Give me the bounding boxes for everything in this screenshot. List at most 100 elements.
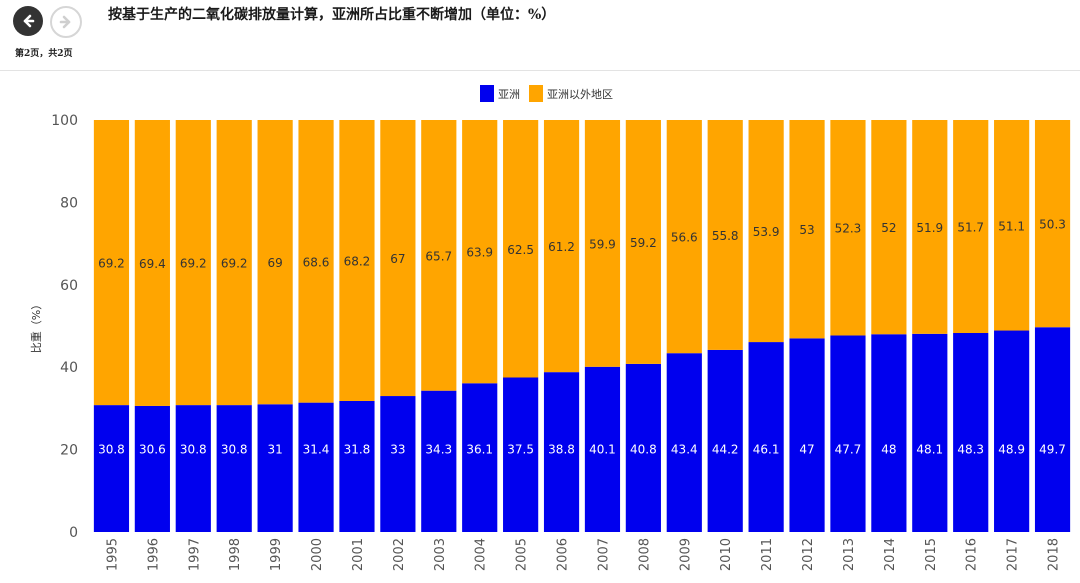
x-tick-label: 2017 (1006, 538, 1021, 571)
data-label-rest-of-world: 59.2 (630, 236, 657, 250)
data-label-asia: 33 (390, 443, 405, 457)
data-label-asia: 36.1 (466, 443, 493, 457)
data-label-asia: 48 (881, 443, 896, 457)
bar-asia (994, 330, 1030, 532)
x-tick-label: 2006 (556, 538, 571, 571)
data-label-rest-of-world: 51.9 (916, 221, 943, 235)
data-label-asia: 46.1 (753, 443, 780, 457)
bar-rest-of-world (789, 120, 825, 339)
x-tick-label: 2008 (637, 538, 652, 571)
bar-asia (93, 405, 130, 532)
x-tick-label: 2003 (433, 538, 448, 571)
bar-asia (462, 383, 498, 532)
data-label-asia: 31.8 (344, 443, 371, 457)
stacked-bar-chart: 亚洲 亚洲以外地区 0 20 40 60 80 100 比重（%） 30.8 69.2 30.6 6… (29, 85, 1071, 571)
bar-rest-of-world (625, 120, 661, 364)
bar-rest-of-world (584, 120, 621, 367)
page-indicator: 第2页，共2页 (15, 49, 73, 59)
y-tick-label: 20 (60, 443, 78, 459)
page-title: 按基于生产的二氧化碳排放量计算，亚洲所占比重不断增加（单位：%） (108, 7, 556, 23)
data-label-rest-of-world: 63.9 (466, 246, 493, 260)
x-tick-label: 2001 (351, 538, 366, 571)
data-label-asia: 44.2 (712, 443, 739, 457)
bar-rest-of-world (1034, 120, 1071, 328)
data-label-rest-of-world: 68.6 (303, 255, 330, 269)
x-tick-label: 2014 (883, 538, 898, 571)
data-label-rest-of-world: 51.1 (998, 219, 1025, 233)
bar-rest-of-world (421, 120, 457, 391)
data-label-rest-of-world: 59.9 (589, 237, 616, 251)
data-label-asia: 40.1 (589, 443, 616, 457)
x-axis: 1995 1996 1997 1998 1999 2000 2001 2002 2003 2004… (105, 538, 1061, 571)
bar-rest-of-world (953, 120, 989, 334)
x-tick-label: 1996 (146, 538, 161, 571)
bar-rest-of-world (134, 120, 170, 406)
data-label-asia: 43.4 (671, 443, 698, 457)
legend-label-asia: 亚洲 (498, 88, 520, 101)
y-tick-label: 100 (51, 113, 78, 129)
data-label-asia: 47 (799, 443, 814, 457)
bar-asia (503, 377, 539, 532)
data-label-rest-of-world: 52 (881, 221, 896, 235)
bar-rest-of-world (994, 120, 1030, 331)
next-page-button[interactable] (50, 6, 82, 38)
legend-label-rest-of-world: 亚洲以外地区 (547, 88, 613, 101)
bar-asia (584, 366, 621, 532)
y-tick-label: 40 (60, 360, 78, 376)
x-tick-label: 2009 (678, 538, 693, 571)
y-axis: 0 20 40 60 80 100 比重（%） (29, 113, 78, 541)
data-label-rest-of-world: 55.8 (712, 229, 739, 243)
bar-asia (1034, 327, 1071, 532)
bar-rest-of-world (666, 120, 702, 354)
bar-asia (666, 353, 702, 532)
data-label-asia: 48.9 (998, 443, 1025, 457)
top-bar: 第2页，共2页 按基于生产的二氧化碳排放量计算，亚洲所占比重不断增加（单位：%） (0, 0, 1080, 71)
bar-rest-of-world (298, 120, 334, 403)
bar-asia (912, 333, 948, 532)
bar-asia (298, 402, 334, 532)
bar-asia (339, 400, 375, 532)
x-tick-label: 2004 (474, 538, 489, 571)
data-label-asia: 49.7 (1039, 443, 1066, 457)
bar-asia (748, 342, 784, 532)
data-label-asia: 38.8 (548, 443, 575, 457)
data-label-rest-of-world: 52.3 (835, 222, 862, 236)
bar-asia (543, 372, 580, 532)
x-tick-label: 2010 (719, 538, 734, 571)
x-tick-label: 1998 (228, 538, 243, 571)
data-label-asia: 48.3 (957, 443, 984, 457)
previous-page-button[interactable] (13, 6, 43, 36)
legend-swatch-asia (480, 85, 494, 102)
bar-asia (175, 405, 211, 532)
data-label-asia: 31 (267, 443, 282, 457)
legend-swatch-rest-of-world (529, 85, 543, 102)
x-tick-label: 2007 (596, 538, 611, 571)
data-label-rest-of-world: 69.4 (139, 257, 166, 271)
data-label-rest-of-world: 65.7 (425, 249, 452, 263)
data-label-rest-of-world: 62.5 (507, 243, 534, 257)
data-label-asia: 30.8 (221, 443, 248, 457)
bar-asia (625, 363, 661, 532)
x-tick-label: 2015 (924, 538, 939, 571)
data-label-rest-of-world: 69.2 (180, 257, 207, 271)
bar-rest-of-world (93, 120, 130, 406)
x-tick-label: 2000 (310, 538, 325, 571)
bar-series: 30.8 69.2 30.6 69.4 30.8 69.2 30.8 69.2 31 69 31.4… (93, 120, 1071, 532)
bar-rest-of-world (339, 120, 375, 401)
bar-rest-of-world (216, 120, 252, 406)
x-tick-label: 2011 (760, 538, 775, 571)
bar-asia (380, 396, 416, 532)
bar-asia (134, 405, 170, 532)
data-label-asia: 37.5 (507, 443, 534, 457)
chart-container: 亚洲 亚洲以外地区 0 20 40 60 80 100 比重（%） 30.8 69.2 30.6 6… (0, 71, 1080, 579)
bar-rest-of-world (462, 120, 498, 384)
data-label-asia: 47.7 (835, 443, 862, 457)
bar-asia (789, 338, 825, 532)
data-label-rest-of-world: 67 (390, 252, 405, 266)
x-tick-label: 2016 (965, 538, 980, 571)
arrow-left-icon (23, 14, 35, 28)
x-tick-label: 2018 (1047, 538, 1062, 571)
data-label-rest-of-world: 56.6 (671, 231, 698, 245)
data-label-asia: 30.6 (139, 443, 166, 457)
bar-asia (871, 334, 907, 532)
